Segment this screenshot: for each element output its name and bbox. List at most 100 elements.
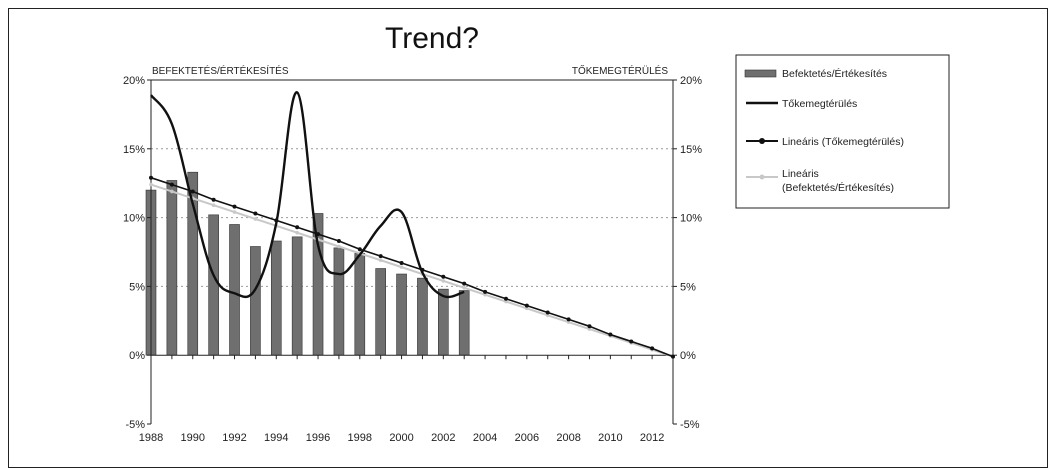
bar bbox=[250, 246, 261, 356]
bar bbox=[438, 288, 449, 356]
x-tick-label: 1992 bbox=[222, 432, 246, 444]
x-tick-label: 2002 bbox=[431, 432, 455, 444]
legend-label-trend-roe: Lineáris (Tőkemegtérülés) bbox=[782, 136, 904, 148]
trendline-investment-point bbox=[441, 279, 446, 283]
trendline-investment-point bbox=[149, 182, 153, 187]
bar bbox=[208, 214, 219, 356]
trendline-roe-point bbox=[524, 303, 529, 308]
legend-box bbox=[735, 54, 950, 209]
legend-swatch-bar bbox=[744, 69, 777, 78]
y-tick-label-right: 15% bbox=[680, 144, 702, 156]
legend: Befektetés/Értékesítés Tőkemegtérülés Li… bbox=[735, 54, 950, 209]
trendline-roe-point bbox=[462, 281, 467, 286]
trendline-investment-point bbox=[378, 258, 383, 263]
left-axis-label: BEFEKTETÉS/ÉRTÉKESÍTÉS bbox=[152, 64, 289, 77]
legend-label-trend-invest: Lineáris (Befektetés/Értékesítés) bbox=[782, 168, 894, 194]
bar bbox=[291, 236, 303, 356]
bar bbox=[458, 290, 470, 356]
y-tick-label-right: 10% bbox=[680, 213, 702, 225]
trendline-roe-point bbox=[336, 238, 341, 243]
x-tick-label: 2012 bbox=[640, 432, 664, 444]
x-tick-label: 1990 bbox=[181, 432, 205, 444]
trendline-roe-point bbox=[483, 289, 488, 294]
trendline-roe-point bbox=[399, 261, 404, 266]
legend-marker-trend-roe bbox=[759, 138, 765, 144]
trendline-roe-point bbox=[608, 332, 613, 337]
y-tick-label-right: 0% bbox=[680, 350, 696, 362]
bar bbox=[417, 277, 428, 356]
right-axis-label: TŐKEMEGTÉRÜLÉS bbox=[572, 63, 668, 77]
x-tick-label: 1988 bbox=[139, 432, 163, 444]
bar bbox=[229, 224, 240, 356]
trendline-investment-point bbox=[462, 285, 467, 290]
trendline-investment-point bbox=[170, 189, 174, 194]
legend-label-trend-invest-line2: (Befektetés/Értékesítés) bbox=[782, 181, 894, 194]
trendline-investment-point bbox=[545, 313, 550, 318]
x-tick-label: 2010 bbox=[598, 432, 622, 444]
trendline-investment-point bbox=[211, 203, 216, 208]
x-tick-label: 2000 bbox=[389, 432, 413, 444]
y-tick-label-right: 5% bbox=[680, 281, 696, 293]
trendline-roe-point bbox=[587, 324, 592, 329]
y-tick-label-left: 10% bbox=[123, 213, 145, 225]
trendline-investment-point bbox=[232, 210, 237, 214]
tick-labels: 20%15%10%5%0%-5%20%15%10%5%0%-5%1988 1990… bbox=[123, 75, 702, 444]
bar bbox=[396, 273, 407, 356]
x-tick-label: 2008 bbox=[556, 432, 580, 444]
trendline-roe-point bbox=[190, 189, 195, 194]
trendline-roe-point bbox=[566, 317, 571, 322]
trendline-roe-point bbox=[629, 339, 634, 344]
bar bbox=[375, 268, 386, 356]
trendline-roe bbox=[150, 176, 674, 358]
legend-label-bar: Befektetés/Értékesítés bbox=[782, 67, 887, 80]
trendline-roe-point bbox=[441, 274, 446, 279]
legend-label-roe: Tőkemegtérülés bbox=[782, 98, 857, 110]
x-tick-label: 1998 bbox=[348, 432, 372, 444]
y-tick-label-left: 5% bbox=[129, 281, 145, 293]
trendline-investment-point bbox=[566, 320, 571, 324]
trendline-roe-point bbox=[295, 225, 300, 230]
trendline-investment-point bbox=[525, 306, 529, 311]
trendline-roe-point bbox=[253, 211, 258, 216]
trendline-roe-point bbox=[232, 204, 237, 209]
trendline-investment bbox=[150, 183, 674, 358]
bar bbox=[166, 180, 178, 356]
trendline-investment-point bbox=[483, 292, 487, 297]
trendline-roe-point bbox=[169, 182, 174, 187]
trendline-investment-point bbox=[587, 327, 592, 331]
trendline-roe-point bbox=[378, 254, 383, 259]
y-tick-label-left: -5% bbox=[125, 419, 145, 431]
y-tick-label-right: 20% bbox=[680, 75, 702, 87]
x-tick-label: 1996 bbox=[306, 432, 330, 444]
axes bbox=[147, 79, 677, 425]
bar bbox=[354, 253, 366, 356]
trendline-investment-point bbox=[295, 230, 299, 235]
trendline-roe-point bbox=[650, 346, 655, 351]
legend-label-trend-invest-line1: Lineáris bbox=[782, 168, 819, 180]
trendline-roe-point bbox=[149, 175, 153, 180]
bar bbox=[333, 247, 345, 356]
trendline-investment-point bbox=[253, 217, 258, 221]
legend-marker-trend-invest bbox=[759, 174, 765, 180]
trendline-investment-point bbox=[504, 299, 508, 304]
bar-series bbox=[145, 171, 470, 356]
trendline-investment-point bbox=[399, 265, 404, 269]
y-tick-label-left: 20% bbox=[123, 75, 145, 87]
x-tick-label: 2004 bbox=[473, 432, 497, 444]
chart-svg: Trend? BEFEKTETÉS/ÉRTÉKESÍTÉS TŐKEMEGTÉR… bbox=[123, 22, 950, 444]
trendline-roe-point bbox=[545, 310, 550, 315]
y-tick-label-left: 15% bbox=[123, 144, 145, 156]
x-tick-label: 1994 bbox=[264, 432, 288, 444]
trendline-roe-point bbox=[503, 296, 508, 301]
trendline-investment-point bbox=[337, 244, 341, 249]
chart-title: Trend? bbox=[385, 22, 479, 55]
roe-line bbox=[150, 91, 465, 299]
y-tick-label-right: -5% bbox=[680, 419, 700, 431]
line-series bbox=[149, 91, 675, 359]
y-tick-label-left: 0% bbox=[129, 350, 145, 362]
trendline-roe-point bbox=[211, 197, 216, 202]
bar bbox=[270, 240, 282, 356]
trendline-roe-point bbox=[671, 354, 675, 359]
trendline-roe-point bbox=[357, 247, 362, 252]
x-tick-label: 2006 bbox=[515, 432, 539, 444]
